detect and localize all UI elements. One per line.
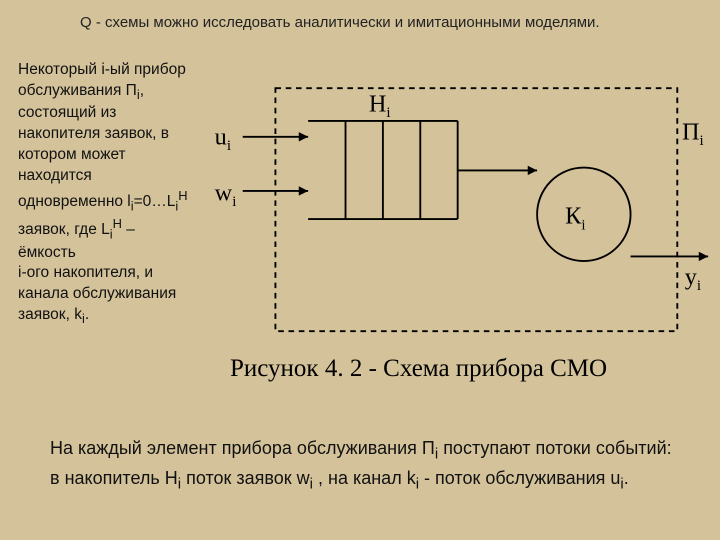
h-label: Нi [369,91,391,122]
channel-circle [537,168,630,261]
w-label: wi [215,179,237,210]
p-label: Пi [682,119,704,150]
accumulator [308,121,458,219]
u-label: ui [215,123,231,154]
conn-h-k-head [528,166,537,175]
arrow-u-head [299,132,308,141]
bottom-paragraph: На каждый элемент прибора обслуживания П… [50,435,680,496]
smo-diagram: ui wi Нi Пi Кi yi [210,60,710,350]
left-paragraph: Некоторый i-ый прибор обслуживания Пi, с… [18,60,188,328]
arrow-y-head [699,252,708,261]
figure-caption: Рисунок 4. 2 - Схема прибора СМО [230,355,607,383]
y-label: yi [685,263,701,294]
title-text: Q - схемы можно исследовать аналитически… [80,14,680,31]
arrow-w-head [299,186,308,195]
